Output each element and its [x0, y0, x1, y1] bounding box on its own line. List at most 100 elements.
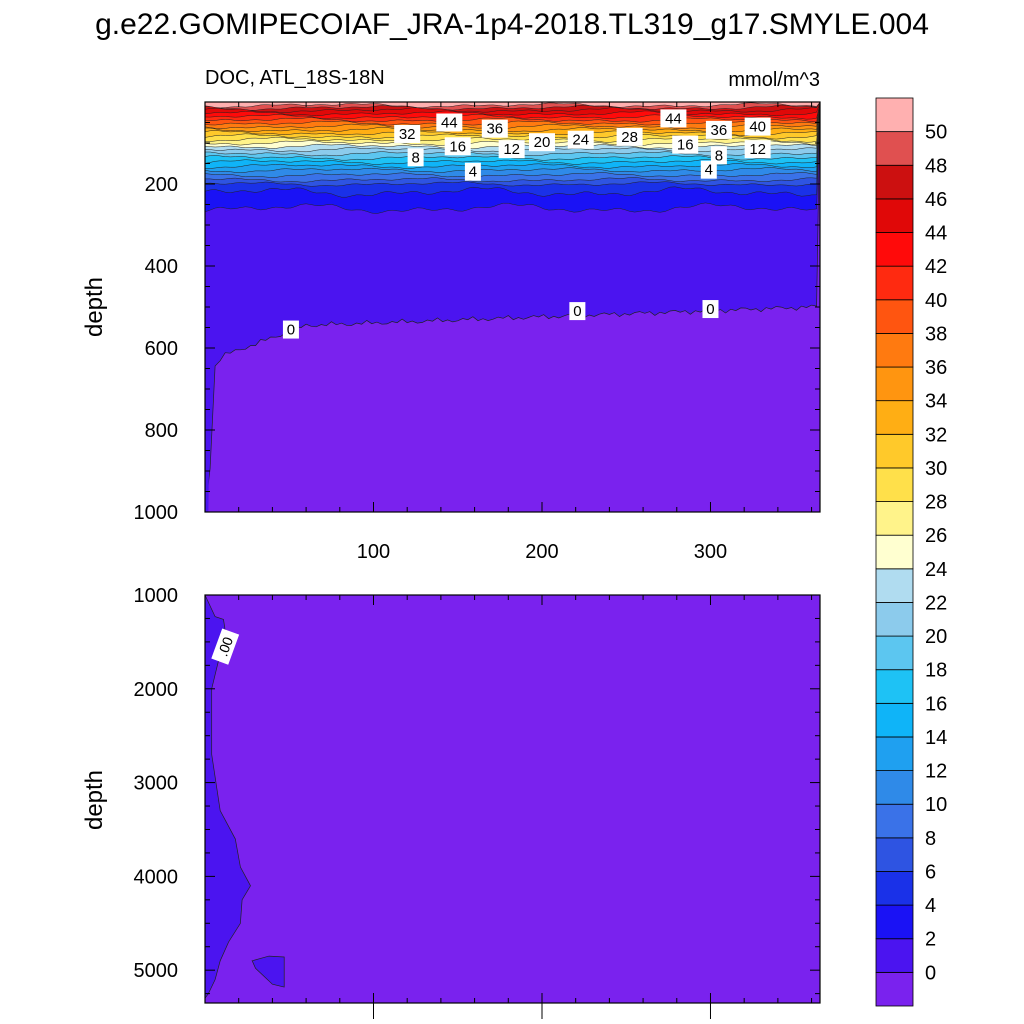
contour-label-text: 44: [441, 115, 458, 132]
y-tick-label: 800: [145, 420, 178, 442]
colorbar-label: 16: [925, 693, 947, 715]
contour-label: 32: [394, 124, 421, 143]
lower-y-axis-label: depth: [81, 770, 108, 830]
colorbar-swatch: [875, 871, 914, 906]
colorbar-swatch: [875, 467, 914, 502]
contour-label-text: 20: [534, 134, 551, 151]
colorbar-swatch: [875, 736, 914, 771]
colorbar-swatch: [875, 299, 914, 334]
contour-label-text: 0: [287, 322, 295, 339]
y-tick-label: 1000: [134, 585, 179, 607]
colorbar-swatch: [875, 265, 914, 301]
colorbar-swatch: [875, 534, 914, 570]
contour-label: 8: [710, 146, 727, 165]
contour-label-text: 4: [705, 162, 713, 179]
contour-label-text: 8: [411, 149, 419, 166]
colorbar-label: 20: [925, 626, 947, 648]
contour-label-text: 12: [749, 141, 766, 158]
colorbar-swatch: [875, 602, 914, 637]
colorbar-label: 8: [925, 828, 936, 850]
colorbar-label: 22: [925, 592, 947, 614]
colorbar-label: 4: [925, 895, 936, 917]
colorbar-label: 38: [925, 323, 947, 345]
figure-title: g.e22.GOMIPECOIAF_JRA-1p4-2018.TL319_g17…: [95, 8, 929, 41]
colorbar-swatch: [875, 635, 914, 671]
colorbar-label: 36: [925, 357, 947, 379]
colorbar-label: 50: [925, 122, 947, 144]
colorbar-swatch: [875, 501, 914, 536]
colorbar-label: 42: [925, 256, 947, 278]
contour-label: 20: [528, 133, 555, 152]
y-tick-label: 200: [145, 174, 178, 196]
contour-label: 44: [436, 113, 463, 132]
colorbar-swatch: [875, 702, 914, 738]
contour-label: .00: [211, 628, 240, 665]
lower-panel: .00 1000 2000 3000 4000 5000 depth: [81, 585, 821, 1019]
colorbar: 0246810121416182022242628303234363840424…: [875, 97, 947, 1007]
x-tick-label: 300: [694, 541, 727, 563]
contour-label-text: 8: [715, 147, 723, 164]
colorbar-label: 46: [925, 189, 947, 211]
lower-axis-ticks: 1000 2000 3000 4000 5000: [134, 585, 820, 1019]
contour-label-text: .00: [214, 635, 236, 659]
contour-label-text: 40: [749, 119, 766, 136]
y-tick-label: 1000: [134, 502, 179, 524]
colorbar-swatch: [875, 164, 914, 200]
upper-contour-fill: [205, 102, 820, 512]
colorbar-label: 0: [925, 962, 936, 984]
colorbar-swatch: [875, 971, 914, 1007]
contour-label-text: 16: [449, 138, 466, 155]
colorbar-label: 48: [925, 155, 947, 177]
contour-label: 36: [481, 119, 508, 138]
contour-label: 0: [282, 320, 299, 339]
colorbar-swatch: [875, 837, 914, 872]
x-tick-label: 100: [357, 541, 390, 563]
y-tick-label: 4000: [134, 866, 179, 888]
contour-label: 12: [744, 140, 771, 159]
contour-label: 16: [672, 135, 699, 154]
contour-label: 24: [567, 130, 594, 149]
contour-label: 28: [616, 127, 643, 146]
colorbar-swatch: [875, 131, 914, 166]
colorbar-swatch: [875, 568, 914, 603]
colorbar-swatch: [875, 232, 914, 267]
colorbar-label: 12: [925, 761, 947, 783]
contour-label: 36: [705, 120, 732, 139]
colorbar-swatch: [875, 97, 914, 133]
upper-panel-subtitle-left: DOC, ATL_18S-18N: [205, 67, 385, 89]
contour-label-text: 24: [572, 132, 589, 149]
lower-contour-fill: [205, 595, 820, 1003]
contour-label: 0: [569, 302, 586, 321]
colorbar-label: 6: [925, 861, 936, 883]
colorbar-swatch: [875, 938, 914, 973]
contour-label-text: 0: [573, 303, 581, 320]
colorbar-label: 44: [925, 223, 947, 245]
colorbar-label: 40: [925, 290, 947, 312]
y-tick-label: 600: [145, 338, 178, 360]
contour-label: 12: [498, 140, 525, 159]
upper-y-axis-label: depth: [81, 277, 108, 337]
colorbar-label: 34: [925, 391, 947, 413]
colorbar-label: 10: [925, 794, 947, 816]
x-tick-label: 200: [525, 541, 558, 563]
contour-label-text: 4: [469, 164, 477, 181]
colorbar-swatch: [875, 433, 914, 469]
colorbar-label: 2: [925, 929, 936, 951]
contour-label: 4: [464, 162, 481, 181]
colorbar-swatch: [875, 669, 914, 704]
lower-contour-labels: .00: [211, 628, 240, 665]
colorbar-label: 30: [925, 458, 947, 480]
contour-label: 40: [744, 117, 771, 136]
contour-label: 16: [444, 137, 471, 156]
contour-label-text: 44: [665, 110, 682, 127]
contour-label: 44: [660, 109, 687, 128]
colorbar-label: 26: [925, 525, 947, 547]
contour-label-text: 32: [399, 126, 416, 143]
y-tick-label: 400: [145, 256, 178, 278]
contour-label: 4: [700, 160, 717, 179]
y-tick-label: 5000: [134, 960, 179, 982]
